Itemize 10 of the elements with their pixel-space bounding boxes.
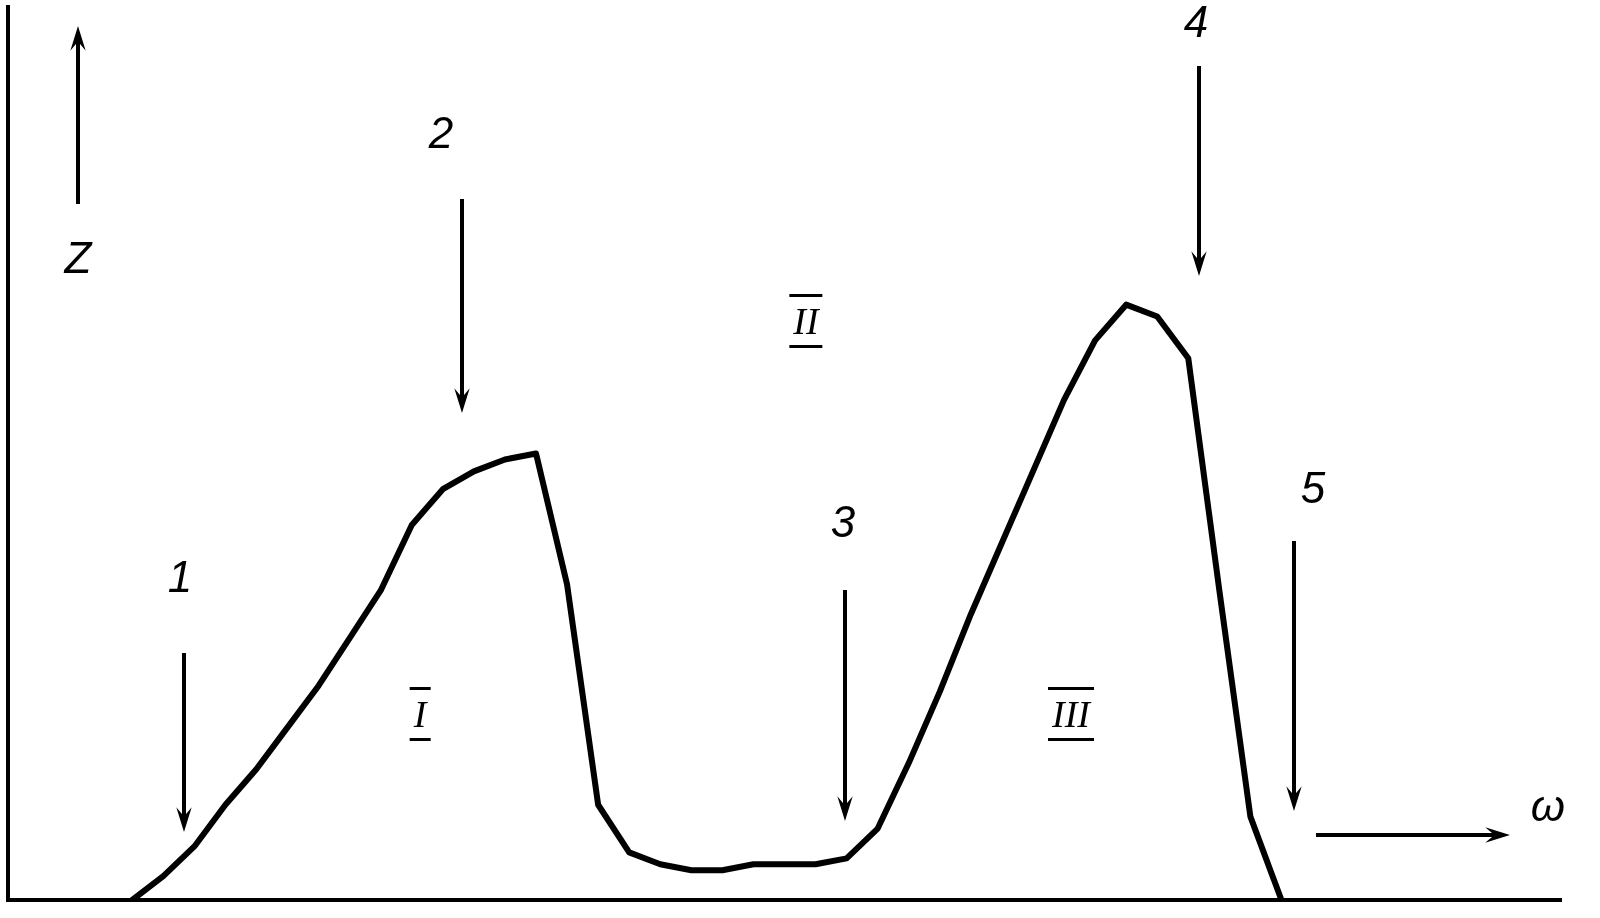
x-axis-title: ω <box>1530 781 1566 831</box>
annotation: III <box>1048 687 1094 741</box>
text: 2 <box>428 108 454 158</box>
annotation: 1 <box>167 552 193 602</box>
annotation: II <box>789 294 823 348</box>
y-axis-title: Z <box>64 233 92 283</box>
annotation: 5 <box>1300 463 1326 513</box>
annotation: 3 <box>830 497 856 547</box>
text: 4 <box>1183 0 1209 47</box>
annotation: I <box>409 687 431 741</box>
